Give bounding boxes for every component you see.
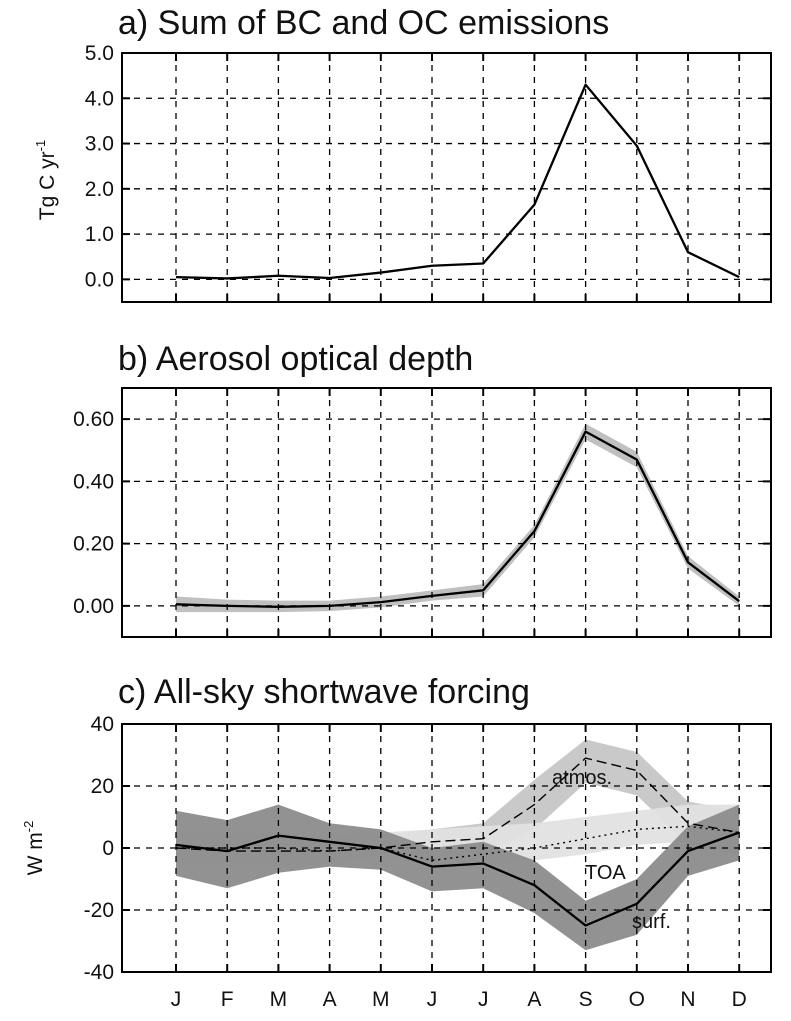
panel-a-y-ticks: 0.0 1.0 2.0 3.0 4.0 5.0: [85, 42, 114, 291]
y-tick-label: 4.0: [85, 87, 114, 110]
panel-a-emissions: a) Sum of BC and OC emissions 0.0 1.0 2.0 3…: [33, 4, 771, 302]
x-tick-label: M: [270, 988, 288, 1011]
panel-c-y-axis-label: W m-2: [21, 821, 47, 876]
panel-a-y-axis-label: Tg C yr-1: [33, 140, 59, 220]
panel-c-y-ticks: -40 -20 0 20 40: [84, 713, 114, 984]
y-tick-label: 0.0: [85, 268, 114, 291]
annotation-toa: TOA: [585, 862, 626, 884]
y-tick-label: 5.0: [85, 42, 114, 65]
band-b-0: [176, 424, 739, 612]
series-line-b-0: [176, 432, 739, 607]
y-tick-label: 20: [91, 775, 114, 798]
x-tick-label: A: [527, 988, 541, 1011]
x-tick-label: F: [221, 988, 234, 1011]
annotation-atmos: atmos.: [552, 767, 612, 789]
x-tick-label: J: [171, 988, 182, 1011]
panel-a-lines: [176, 85, 739, 279]
y-tick-label: 0.20: [73, 533, 114, 556]
x-tick-label: J: [478, 988, 489, 1011]
y-tick-label: 0.00: [73, 595, 114, 618]
panel-a-title: a) Sum of BC and OC emissions: [118, 4, 609, 42]
x-tick-label: A: [323, 988, 337, 1011]
x-tick-label: O: [629, 988, 645, 1011]
panel-b-lines: [176, 432, 739, 607]
panel-c-forcing: c) All-sky shortwave forcing -40 -20 0 20 40…: [21, 673, 771, 1011]
x-tick-label: J: [427, 988, 438, 1011]
y-tick-label: 40: [91, 713, 114, 736]
panel-b-bands: [176, 424, 739, 612]
panel-b-y-ticks: 0.00 0.20 0.40 0.60: [73, 408, 114, 618]
annotation-surf: surf.: [632, 911, 671, 933]
y-tick-label: 3.0: [85, 133, 114, 156]
panel-b-title: b) Aerosol optical depth: [118, 340, 473, 378]
y-tick-label: -20: [84, 899, 114, 922]
y-tick-label: 1.0: [85, 223, 114, 246]
panel-c-title: c) All-sky shortwave forcing: [118, 673, 530, 711]
y-tick-label: 0.60: [73, 408, 114, 431]
x-tick-label: M: [372, 988, 390, 1011]
panel-b-aod: b) Aerosol optical depth 0.00 0.20 0.40 0.6…: [73, 340, 771, 637]
y-tick-label: 0: [102, 837, 114, 860]
x-tick-label: S: [579, 988, 593, 1011]
y-tick-label: 2.0: [85, 178, 114, 201]
series-line-a-0: [176, 85, 739, 279]
x-tick-label: D: [732, 988, 747, 1011]
y-tick-label: 0.40: [73, 470, 114, 493]
x-tick-label: N: [680, 988, 695, 1011]
y-tick-label: -40: [84, 961, 114, 984]
